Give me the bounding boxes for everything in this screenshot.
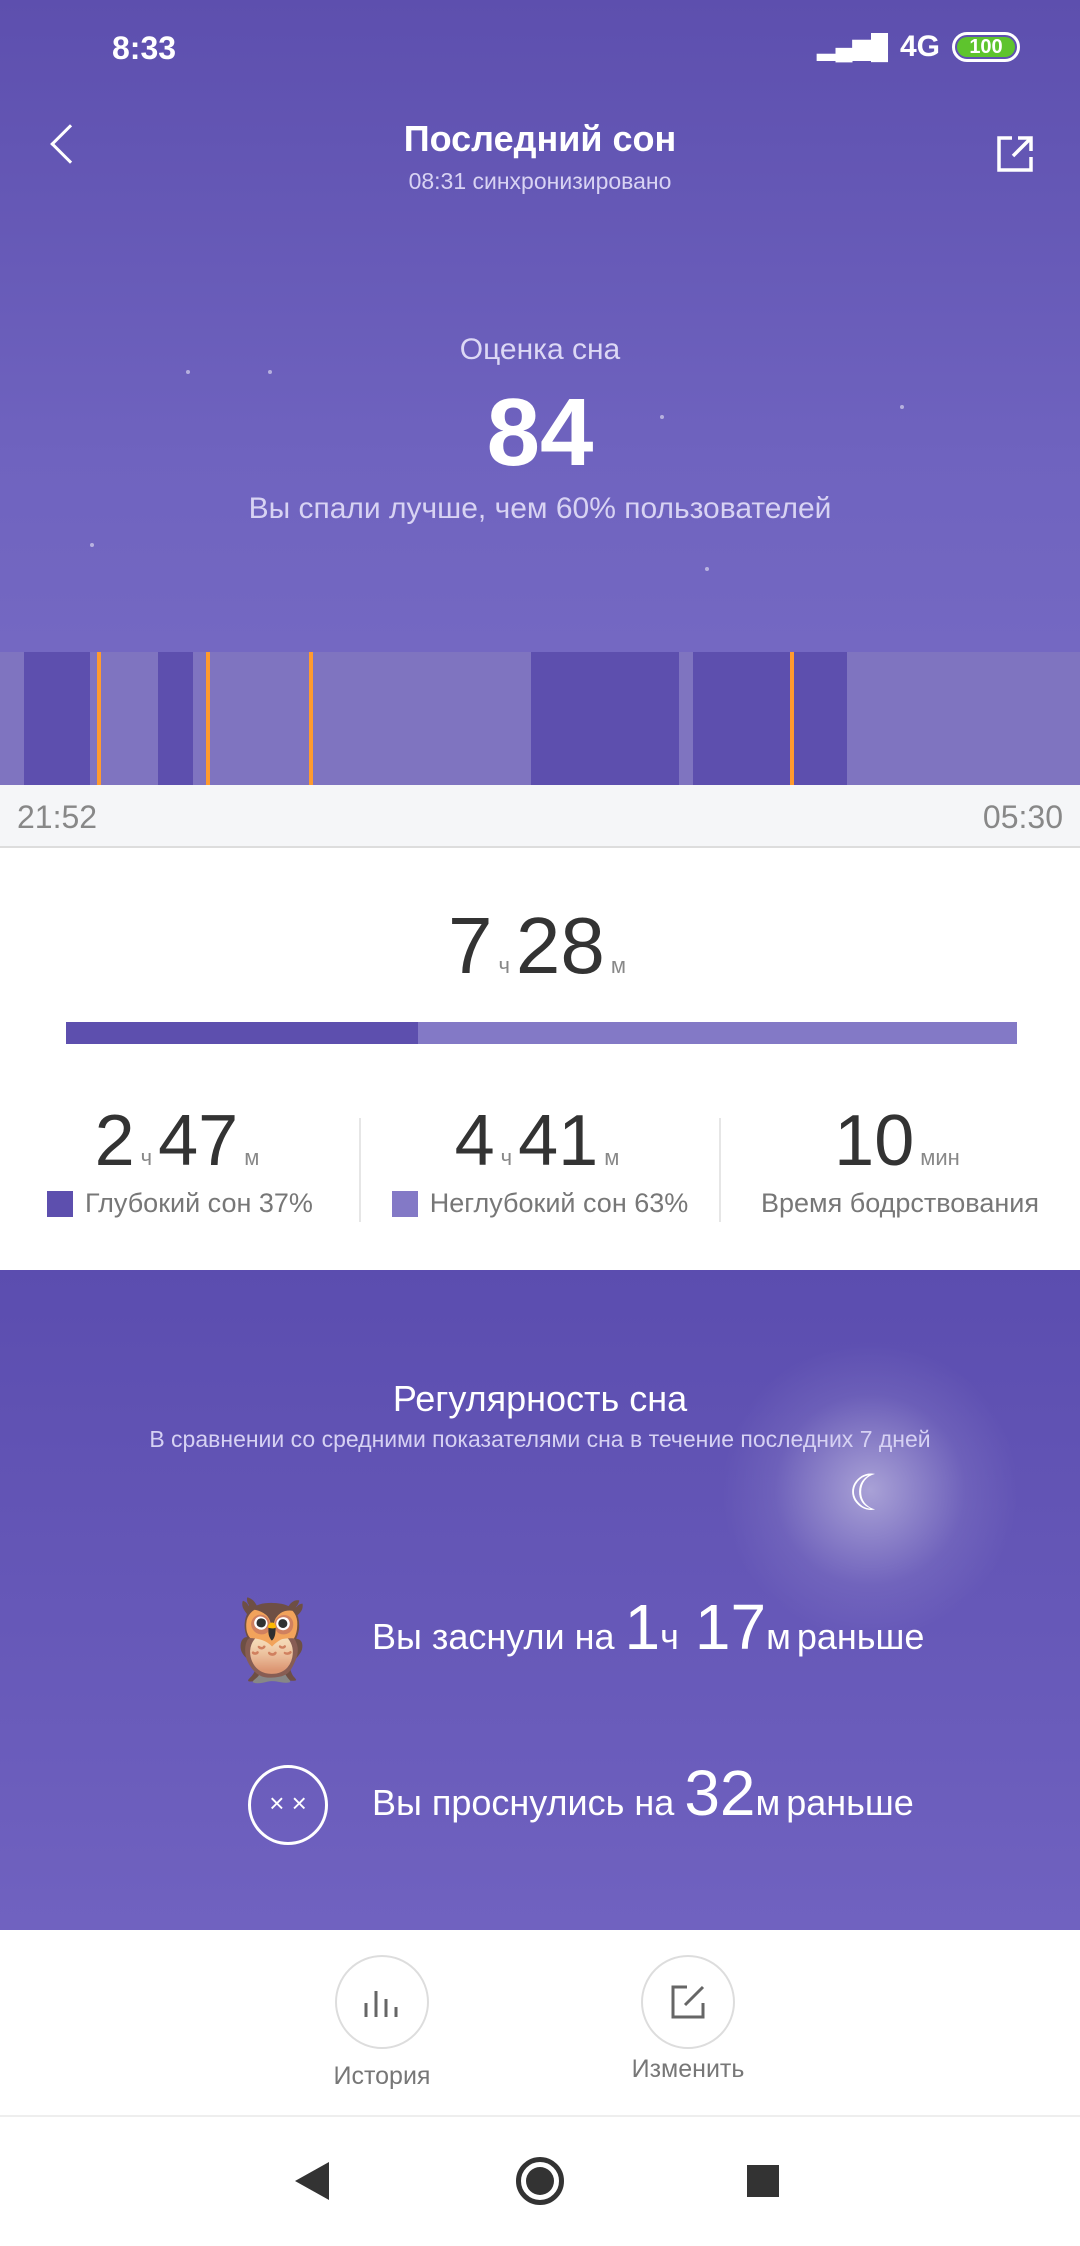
edit-icon bbox=[671, 1985, 705, 2019]
score-comparison: Вы спали лучше, чем 60% пользователей bbox=[248, 492, 832, 525]
regularity-title: Регулярность сна bbox=[392, 1378, 688, 1419]
value: 17 bbox=[694, 1591, 767, 1663]
nav-home-icon[interactable] bbox=[516, 2157, 564, 2205]
score-label: Оценка сна bbox=[459, 333, 621, 366]
regularity-subtitle: В сравнении со средними показателями сна… bbox=[149, 1426, 931, 1452]
regularity-section: ☾ Регулярность сна В сравнении со средни… bbox=[0, 1270, 1080, 1930]
stat-label: Глубокий сон 37% bbox=[85, 1188, 313, 1218]
unit: м bbox=[604, 1145, 620, 1170]
deep-sleep-segment[interactable] bbox=[157, 652, 194, 785]
deep-legend-icon bbox=[47, 1190, 74, 1217]
awake-stat: 10 мин Время бодрствования bbox=[720, 1100, 1080, 1219]
awake-mark[interactable] bbox=[97, 652, 102, 785]
sleep-score: 84 bbox=[486, 379, 594, 486]
owl-icon: 🦉 bbox=[222, 1595, 322, 1684]
timeline-axis: 21:52 05:30 bbox=[0, 785, 1080, 848]
edit-button[interactable] bbox=[641, 1955, 735, 2049]
unit: ч bbox=[500, 1145, 513, 1170]
woke-up-row: Вы проснулись на 32 м раньше bbox=[372, 1756, 914, 1830]
awake-mark[interactable] bbox=[309, 652, 314, 785]
stat-label: Время бодрствования bbox=[761, 1188, 1039, 1218]
total-minutes: 28 bbox=[515, 901, 605, 990]
start-time: 21:52 bbox=[17, 799, 98, 835]
star bbox=[705, 567, 709, 571]
sleep-ratio-bar bbox=[66, 1022, 1017, 1044]
header-background bbox=[0, 0, 1080, 652]
light-sleep-segment[interactable] bbox=[193, 652, 531, 785]
light-legend-icon bbox=[391, 1190, 418, 1217]
divider bbox=[719, 1118, 721, 1222]
dizzy-face-icon: × × bbox=[248, 1765, 328, 1845]
unit: м bbox=[244, 1145, 260, 1170]
text: Вы проснулись на bbox=[372, 1782, 675, 1823]
share-icon[interactable] bbox=[996, 135, 1034, 173]
star bbox=[900, 405, 904, 409]
action-bar: История Изменить bbox=[0, 1930, 1080, 2117]
light-sleep-segment[interactable] bbox=[846, 652, 1080, 785]
battery-level: 100 bbox=[957, 37, 1015, 57]
unit: мин bbox=[920, 1145, 960, 1170]
nav-back-icon[interactable] bbox=[295, 2162, 329, 2200]
light-sleep-segment[interactable] bbox=[0, 652, 24, 785]
deep-sleep-segment[interactable] bbox=[530, 652, 680, 785]
value: 4 bbox=[454, 1101, 495, 1181]
text: раньше bbox=[786, 1782, 914, 1823]
page-title: Последний сон bbox=[403, 118, 677, 159]
star bbox=[660, 415, 664, 419]
star bbox=[186, 370, 190, 374]
edit-label[interactable]: Изменить bbox=[631, 2055, 745, 2083]
value: 2 bbox=[94, 1101, 135, 1181]
unit: м bbox=[766, 1616, 791, 1657]
awake-mark[interactable] bbox=[790, 652, 795, 785]
light-sleep-segment[interactable] bbox=[679, 652, 694, 785]
status-time: 8:33 bbox=[112, 30, 177, 66]
hours-unit: ч bbox=[498, 953, 510, 978]
deep-sleep-stat: 2 ч47 м Глубокий сон 37% bbox=[0, 1100, 360, 1219]
nav-recents-icon[interactable] bbox=[747, 2165, 779, 2197]
history-label[interactable]: История bbox=[333, 2062, 431, 2090]
unit: м bbox=[755, 1782, 781, 1823]
star bbox=[268, 370, 272, 374]
value: 41 bbox=[518, 1101, 599, 1181]
unit: ч bbox=[140, 1145, 153, 1170]
divider bbox=[359, 1118, 361, 1222]
value: 10 bbox=[834, 1101, 915, 1181]
end-time: 05:30 bbox=[982, 799, 1063, 835]
deep-sleep-segment[interactable] bbox=[23, 652, 90, 785]
total-hours: 7 bbox=[447, 901, 493, 990]
unit: ч bbox=[660, 1616, 679, 1657]
sleep-timeline-chart[interactable] bbox=[0, 652, 1080, 785]
battery-icon: 100 bbox=[952, 32, 1020, 62]
network-type: 4G bbox=[899, 30, 940, 63]
bar-chart-icon bbox=[364, 1991, 398, 2017]
signal-icon: ▂▄▆█ bbox=[817, 33, 888, 61]
value: 1 bbox=[624, 1591, 661, 1663]
light-sleep-stat: 4 ч41 м Неглубокий сон 63% bbox=[360, 1100, 720, 1219]
value: 32 bbox=[684, 1757, 756, 1829]
system-nav-bar bbox=[0, 2117, 1080, 2246]
minutes-unit: м bbox=[610, 953, 627, 978]
moon-glow: ☾ bbox=[720, 1340, 1020, 1640]
text: раньше bbox=[796, 1616, 925, 1657]
awake-mark[interactable] bbox=[205, 652, 210, 785]
sync-status: 08:31 синхронизировано bbox=[408, 168, 672, 194]
star bbox=[90, 543, 94, 547]
status-icons: ▂▄▆█ 4G 100 bbox=[817, 30, 1020, 64]
deep-sleep-segment[interactable] bbox=[693, 652, 847, 785]
deep-sleep-fill bbox=[66, 1022, 418, 1044]
stat-label: Неглубокий сон 63% bbox=[429, 1188, 689, 1218]
moon-icon: ☾ bbox=[848, 1465, 893, 1521]
text: Вы заснули на bbox=[372, 1616, 615, 1657]
value: 47 bbox=[158, 1101, 239, 1181]
total-sleep: 7 ч28 м bbox=[0, 900, 1080, 992]
history-button[interactable] bbox=[335, 1955, 429, 2049]
